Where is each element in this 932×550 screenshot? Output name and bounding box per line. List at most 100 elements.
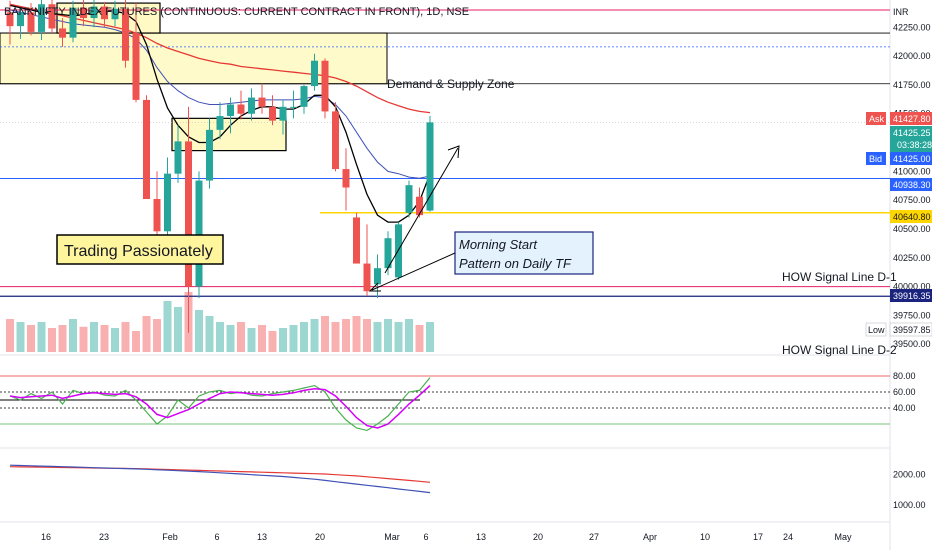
volume-bar xyxy=(27,325,35,352)
candle-body xyxy=(332,111,339,170)
volume-bar xyxy=(142,316,151,352)
volume-layer xyxy=(6,292,434,352)
how-signal-d2-label: HOW Signal Line D-2 xyxy=(782,343,897,357)
candle-body xyxy=(80,7,87,19)
candle-body xyxy=(59,28,66,38)
candle-body xyxy=(38,4,45,32)
candle-body xyxy=(342,169,350,188)
candle-body xyxy=(111,8,119,20)
time-tick-label: 24 xyxy=(783,532,793,542)
volume-bar xyxy=(394,322,403,352)
time-tick-label: 10 xyxy=(700,532,710,542)
candle-body xyxy=(300,86,308,107)
candle-body xyxy=(248,97,255,114)
candle-body xyxy=(6,12,14,27)
candle-body xyxy=(132,33,140,100)
candle-body xyxy=(101,6,108,20)
stochastic-layer xyxy=(0,375,890,432)
price-tick-label: 40000.00 xyxy=(893,282,931,292)
time-tick-label: 6 xyxy=(214,532,219,542)
price-tick-label: 39750.00 xyxy=(893,310,931,320)
volume-bar xyxy=(100,325,109,352)
volume-bar xyxy=(247,328,256,352)
volume-bar xyxy=(121,322,130,352)
price-tick-label: 40750.00 xyxy=(893,195,931,205)
candle-body xyxy=(164,173,171,232)
volume-bar xyxy=(48,328,56,352)
candle-body xyxy=(279,106,287,121)
trading-label-box: Trading Passionately xyxy=(56,234,224,265)
volume-bar xyxy=(153,319,161,352)
yellow-level-tag: 40640.80 xyxy=(890,210,932,223)
volume-bar xyxy=(268,331,277,352)
time-tick-label: 13 xyxy=(476,532,486,542)
stoch-tick-label: 60.00 xyxy=(893,387,916,397)
time-tick-label: Feb xyxy=(162,532,178,542)
time-tick-label: 17 xyxy=(753,532,763,542)
candle-body xyxy=(227,104,234,117)
volume-bar xyxy=(289,325,298,352)
candle-body xyxy=(384,238,392,269)
time-tick-label: Apr xyxy=(643,532,657,542)
volume-bar xyxy=(342,319,350,352)
candle-body xyxy=(321,60,329,112)
volume-bar xyxy=(300,322,308,352)
bid-label: Bid xyxy=(869,154,882,164)
trading-label: Trading Passionately xyxy=(64,243,213,260)
volume-bar xyxy=(111,328,119,352)
ask-tag: Ask 41427.80 xyxy=(866,112,932,125)
ask-label: Ask xyxy=(869,114,885,124)
volume-bar xyxy=(384,319,392,352)
candle-body xyxy=(48,4,56,29)
volume-bar xyxy=(16,322,25,352)
candle-body xyxy=(237,104,245,114)
morning-line-2: Pattern on Daily TF xyxy=(459,256,572,271)
candle-body xyxy=(153,199,161,232)
candle-body xyxy=(426,122,434,211)
candle-body xyxy=(17,12,24,27)
volume-bar xyxy=(279,328,287,352)
price-tick-label: 42250.00 xyxy=(893,22,931,32)
stoch-d-line xyxy=(9,385,431,429)
volume-bar xyxy=(69,319,77,352)
candle-body xyxy=(27,12,35,32)
volume-bar xyxy=(163,301,172,352)
bottom-tick-label: 1000.00 xyxy=(893,500,926,510)
how-signal-d1-label: HOW Signal Line D-1 xyxy=(782,270,897,284)
last-price-tag: 41425.25 03:38:28 xyxy=(890,126,932,152)
time-tick-label: 27 xyxy=(589,532,599,542)
candle-body xyxy=(143,99,150,200)
time-tick-label: 16 xyxy=(41,532,51,542)
volume-bar xyxy=(132,331,140,352)
last-price: 41425.25 xyxy=(893,128,931,138)
volume-bar xyxy=(321,316,329,352)
ask-price: 41427.80 xyxy=(893,114,931,124)
volume-bar xyxy=(405,319,413,352)
bid-price: 41425.00 xyxy=(893,154,931,164)
low-price: 39597.85 xyxy=(893,325,931,335)
candle-body xyxy=(353,217,360,264)
stoch-tick-label: 40.00 xyxy=(893,403,916,413)
candle-body xyxy=(374,268,381,285)
candle-body xyxy=(311,60,318,87)
price-tick-label: 41750.00 xyxy=(893,80,931,90)
candle-body xyxy=(122,8,129,61)
volume-bar xyxy=(205,316,214,352)
price-tick-label: 40500.00 xyxy=(893,224,931,234)
bid-tag: Bid 41425.00 xyxy=(866,152,932,165)
navy-level-tag: 39916.35 xyxy=(890,289,932,302)
candle-body xyxy=(258,97,266,107)
time-tick-label: May xyxy=(834,532,852,542)
price-tick-label: 39500.00 xyxy=(893,339,931,349)
volume-bar xyxy=(226,325,235,352)
price-tick-label: 40250.00 xyxy=(893,253,931,263)
volume-bar xyxy=(426,322,434,352)
volume-bar xyxy=(310,319,319,352)
volume-bar xyxy=(174,307,182,352)
volume-bar xyxy=(37,322,46,352)
volume-bar xyxy=(58,325,67,352)
volume-bar xyxy=(363,319,371,352)
volume-bar xyxy=(373,322,382,352)
zone-label: Demand & Supply Zone xyxy=(387,77,515,91)
